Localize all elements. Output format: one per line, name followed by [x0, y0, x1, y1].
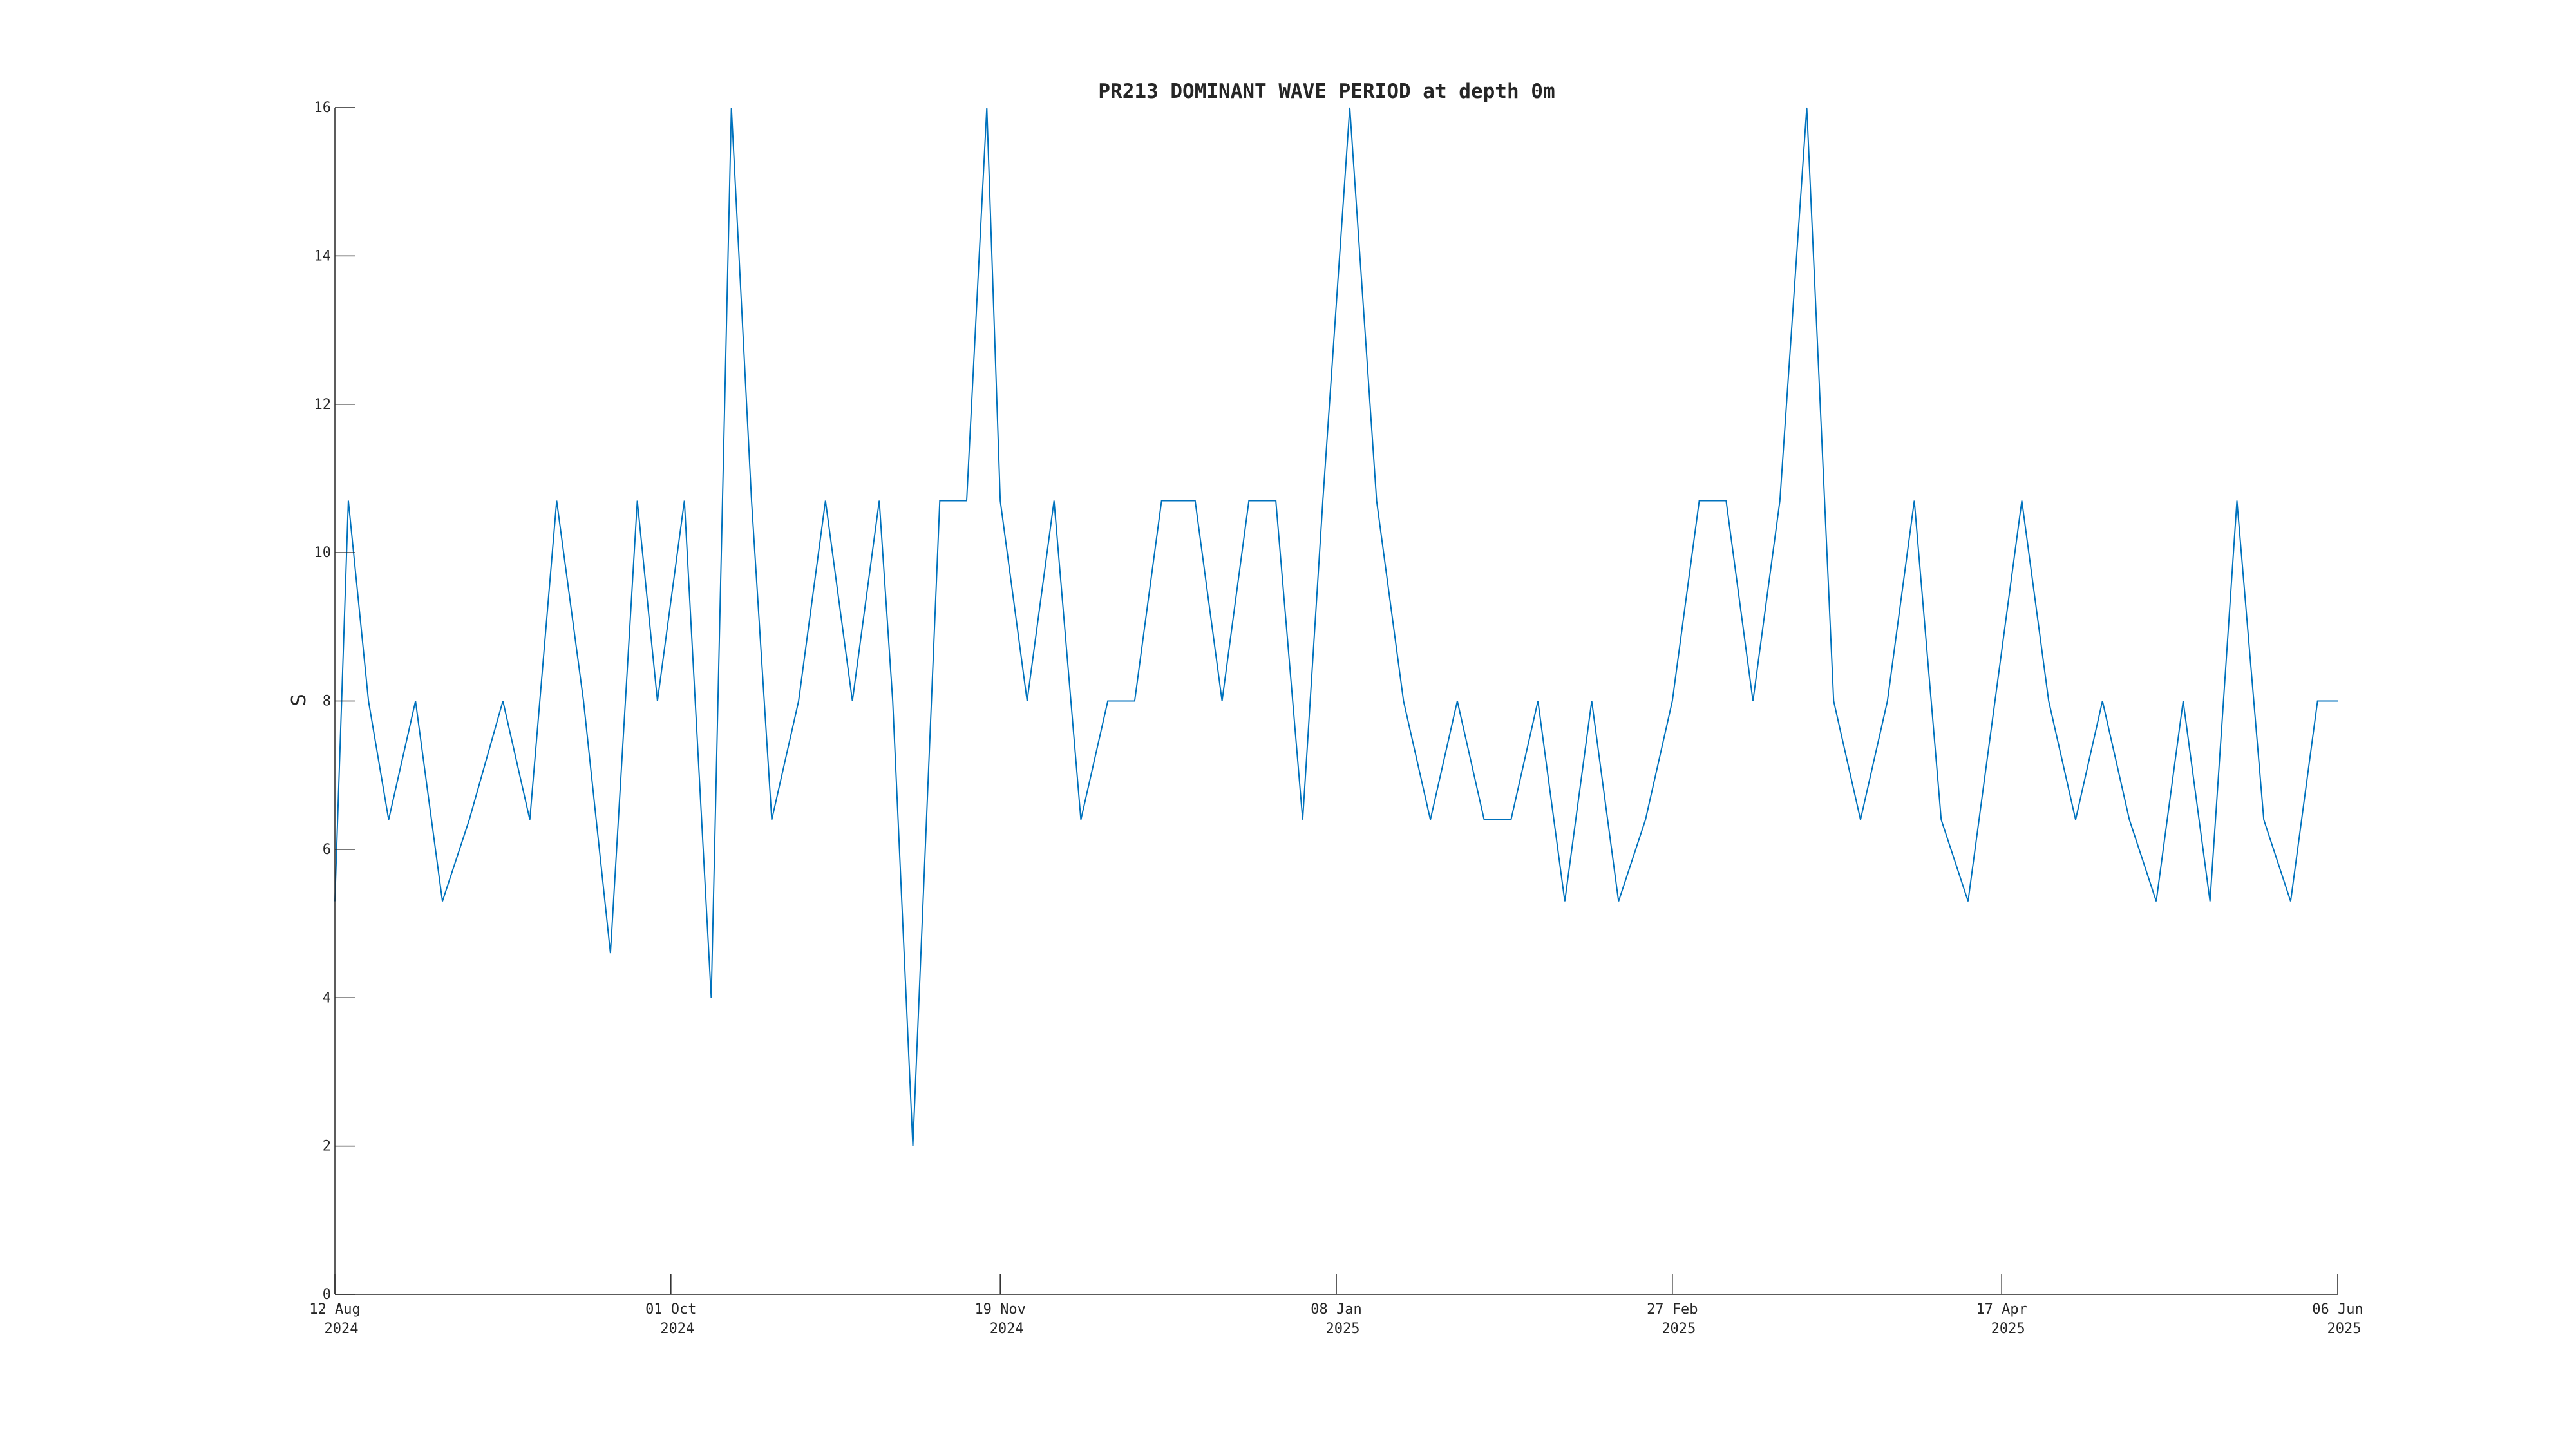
x-tick-label: 06 Jun	[2312, 1302, 2363, 1318]
x-tick-label: 12 Aug	[309, 1302, 360, 1318]
x-tick-label: 19 Nov	[974, 1302, 1025, 1318]
x-tick-label: 01 Oct	[645, 1302, 696, 1318]
y-ticks: 0 2 4 6 8 10 12 14 16	[314, 100, 355, 1303]
series-line	[334, 107, 2338, 1146]
y-tick-label: 0	[323, 1287, 331, 1303]
x-tick-year-label: 2024	[660, 1321, 694, 1337]
y-tick-label: 12	[314, 397, 332, 413]
x-tick-year-label: 2025	[2327, 1321, 2362, 1337]
chart-title: PR213 DOMINANT WAVE PERIOD at depth 0m	[1098, 80, 1555, 103]
x-tick-year-label: 2024	[990, 1321, 1024, 1337]
x-tick-year-label: 2025	[1662, 1321, 1696, 1337]
y-tick-label: 2	[323, 1139, 331, 1155]
y-tick-label: 8	[323, 694, 331, 710]
y-axis-label: S	[288, 694, 310, 706]
x-tick-year-label: 2025	[1991, 1321, 2025, 1337]
axes	[334, 108, 2338, 1295]
y-tick-label: 4	[323, 990, 331, 1006]
x-ticks: 12 Aug 2024 01 Oct 2024 19 Nov 2024 08 Jan 2025…	[309, 1274, 2363, 1337]
x-tick-year-label: 2024	[325, 1321, 359, 1337]
x-tick-label: 27 Feb	[1647, 1302, 1698, 1318]
x-tick-label: 08 Jan	[1311, 1302, 1361, 1318]
y-tick-label: 6	[323, 842, 331, 858]
y-tick-label: 10	[314, 545, 332, 561]
y-tick-label: 14	[314, 248, 332, 264]
plot-series	[334, 107, 2338, 1146]
x-tick-year-label: 2025	[1326, 1321, 1360, 1337]
y-tick-label: 16	[314, 100, 332, 116]
x-tick-label: 17 Apr	[1976, 1302, 2027, 1318]
